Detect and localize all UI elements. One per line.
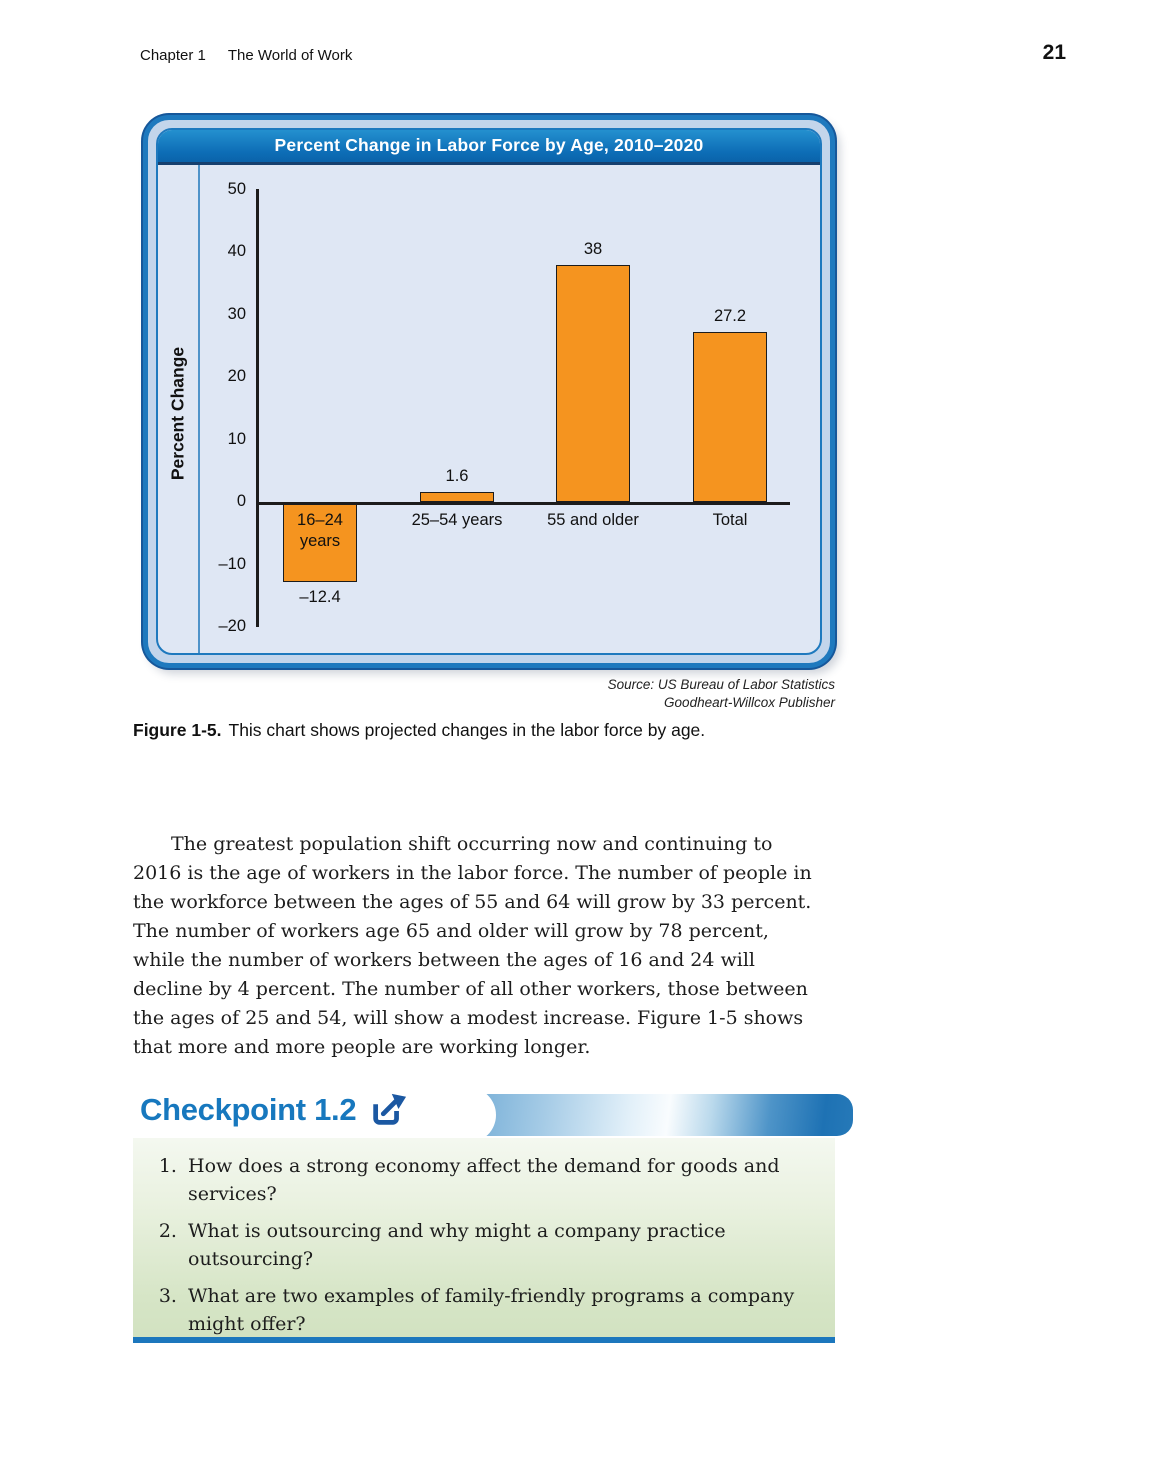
figure-label: Figure 1-5. (133, 720, 222, 740)
checkpoint-banner-swoosh (468, 1094, 853, 1136)
checkpoint-panel: How does a strong economy affect the dem… (133, 1138, 835, 1343)
checkpoint-question: What is outsourcing and why might a comp… (183, 1217, 813, 1273)
chapter-number-label: Chapter 1 (140, 47, 206, 64)
category-label: Total (712, 511, 748, 529)
checkpoint-question-list: How does a strong economy affect the dem… (133, 1138, 835, 1338)
bar-value-label: 38 (583, 239, 603, 258)
y-axis-line (256, 189, 259, 627)
chart-bar (693, 332, 767, 502)
chart-body: Percent Change 50 40 30 20 10 0 –10 –20 –12.4 16–… (158, 165, 820, 653)
chart-panel: Percent Change in Labor Force by Age, 20… (156, 128, 822, 655)
figure-caption: Figure 1-5. This chart shows projected ch… (133, 720, 847, 741)
y-tick-label: 40 (227, 242, 246, 260)
chart-bar (556, 264, 630, 502)
page-number: 21 (1042, 41, 1066, 64)
figure-caption-text: This chart shows projected changes in th… (228, 720, 706, 740)
bar-value-label: 27.2 (713, 307, 747, 325)
chart-title: Percent Change in Labor Force by Age, 20… (158, 130, 820, 165)
y-tick-label: 30 (227, 304, 246, 323)
y-tick-label: –10 (218, 554, 246, 573)
checkpoint-question: How does a strong economy affect the dem… (183, 1152, 813, 1208)
chart-bar (283, 504, 357, 582)
checkpoint-question: What are two examples of family-friendly… (183, 1282, 813, 1338)
chart-bar (420, 492, 494, 502)
external-link-icon[interactable] (368, 1091, 408, 1129)
category-label: 55 and older (547, 511, 639, 529)
x-axis-line (256, 502, 790, 505)
checkpoint-title: Checkpoint 1.2 (140, 1092, 357, 1127)
bar-value-label: –12.4 (299, 587, 341, 606)
source-line-1: Source: US Bureau of Labor Statistics (607, 677, 835, 692)
checkpoint-heading: Checkpoint 1.2 (140, 1091, 408, 1129)
y-tick-label: 20 (227, 367, 246, 385)
bar-value-label: 1.6 (445, 467, 469, 485)
y-tick-label: 10 (227, 429, 246, 448)
chart-frame: Percent Change in Labor Force by Age, 20… (143, 115, 835, 668)
chapter-title-label: The World of Work (227, 47, 353, 64)
category-label: 25–54 years (411, 511, 503, 529)
category-label: 16–24 years (297, 511, 343, 550)
chart-plot: 50 40 30 20 10 0 –10 –20 –12.4 16–24 years 1.6 25–5… (158, 165, 820, 653)
axis-label-divider-line (198, 165, 200, 653)
running-header: Chapter 1 The World of Work (140, 47, 352, 64)
y-tick-label: 0 (236, 492, 246, 510)
y-tick-label: –20 (218, 617, 246, 635)
body-paragraph: The greatest population shift occurring … (133, 833, 812, 1058)
source-line-2: Goodheart-Willcox Publisher (664, 695, 835, 710)
y-tick-label: 50 (227, 179, 246, 198)
chart-source: Source: US Bureau of Labor Statistics Go… (608, 676, 835, 712)
